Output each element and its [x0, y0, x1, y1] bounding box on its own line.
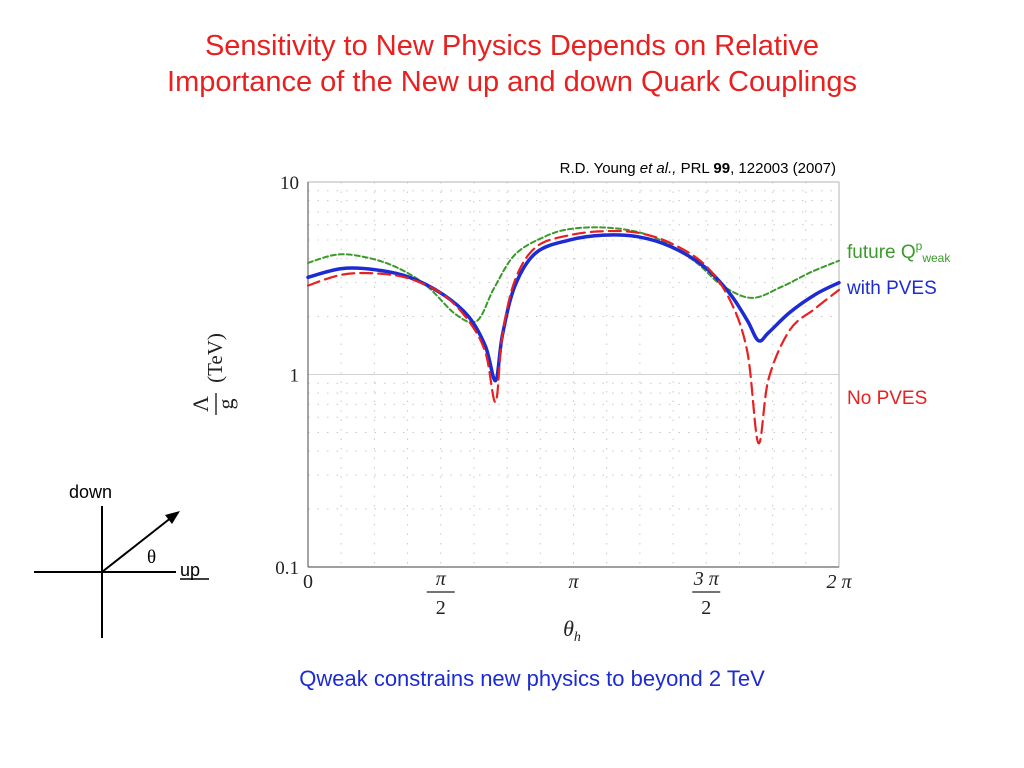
series-line-2: [306, 229, 841, 445]
legend-future-sup: p: [916, 239, 923, 253]
legend-with-pves: with PVES: [846, 278, 937, 299]
coord-down-label: down: [69, 482, 112, 502]
data-series: [306, 226, 841, 445]
x-tick-denominator: 2: [701, 597, 711, 619]
y-tick-labels: 0.1 1 10: [275, 173, 299, 579]
x-tick-label: π: [568, 571, 579, 593]
y-tick-label: 1: [290, 366, 300, 387]
x-tick-label: 2 π: [826, 571, 852, 593]
citation-authors: R.D. Young: [560, 160, 640, 177]
x-tick-labels: 0 π 2 π 3 π 2 2 π: [303, 568, 852, 619]
series-line-0: [307, 226, 840, 324]
legend-future: future Qpweak: [847, 239, 951, 265]
x-tick-denominator: 2: [436, 597, 446, 619]
title-line-1: Sensitivity to New Physics Depends on Re…: [204, 30, 820, 62]
x-tick-numerator: π: [436, 568, 447, 590]
y-tick-label: 0.1: [275, 558, 299, 579]
citation-journal: PRL: [676, 160, 713, 177]
coord-up-label: up: [180, 560, 200, 580]
coord-theta-label: θ: [147, 547, 156, 568]
y-axis-label: Λ g (TeV): [188, 333, 238, 415]
coord-arrow-head: [165, 511, 180, 524]
legend-future-prefix: future Q: [847, 242, 916, 263]
y-label-g: g: [213, 399, 238, 410]
legend-future-sub: weak: [921, 251, 951, 265]
x-tick-label: 0: [303, 571, 313, 593]
citation-etal: et al.,: [640, 160, 677, 177]
y-label-unit: (TeV): [203, 333, 227, 383]
y-tick-label: 10: [280, 173, 299, 194]
legend-no-pves: No PVES: [847, 388, 927, 409]
citation-volume: 99: [713, 160, 730, 177]
x-axis-label: θh: [563, 616, 581, 645]
coord-angle-arrow-shaft: [101, 516, 173, 573]
y-label-lambda: Λ: [188, 396, 213, 412]
citation-rest: , 122003 (2007): [730, 160, 836, 177]
slide-title: Sensitivity to New Physics Depends on Re…: [0, 28, 1024, 100]
title-line-2: Importance of the New up and down Quark …: [167, 66, 857, 98]
citation: R.D. Young et al., PRL 99, 122003 (2007): [560, 160, 836, 177]
coordinate-diagram: down θ up: [34, 482, 209, 638]
x-tick-numerator: 3 π: [693, 568, 720, 590]
footer-caption: Qweak constrains new physics to beyond 2…: [299, 666, 765, 691]
x-label-subscript: h: [574, 630, 581, 645]
series-line-1: [306, 233, 841, 383]
